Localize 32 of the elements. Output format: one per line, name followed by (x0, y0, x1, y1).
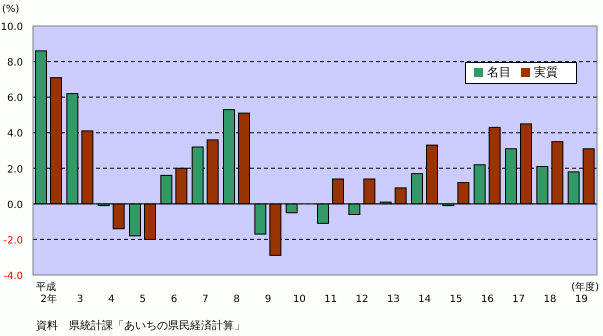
x-tick-label: 2年 (40, 293, 57, 306)
y-tick-label: 2.0 (7, 164, 23, 176)
text: 平成 (36, 280, 56, 294)
x-tick-label: 17 (512, 294, 526, 306)
x-tick-label: 5 (139, 294, 146, 306)
y-axis-title: (%) (2, 4, 20, 15)
x-tick-label: 16 (480, 294, 494, 306)
x-tick-label: 10 (292, 294, 306, 306)
y-tick-label: -4.0 (3, 271, 23, 282)
x-tick-label: 15 (450, 294, 462, 306)
y-tick-label: 6.0 (7, 93, 23, 104)
x-tick-label: 13 (386, 294, 400, 306)
x-tick-label: 3 (76, 294, 84, 306)
y-tick-label: 8.0 (7, 58, 23, 69)
legend-label: 名目 (487, 65, 511, 79)
y-tick-label: 4.0 (7, 128, 23, 140)
x-tick-label: 8 (233, 294, 240, 306)
x-tick-label: 12 (356, 294, 368, 306)
x-tick-label: 4 (108, 294, 115, 306)
y-tick-label: 10.0 (0, 22, 23, 33)
x-tick-label: 9 (264, 294, 272, 306)
x-tick-label: 19 (574, 294, 588, 306)
legend-label: 実質 (534, 65, 558, 79)
x-tick-label: 11 (324, 294, 338, 306)
x-tick-label: 14 (418, 294, 432, 306)
x-tick-label: 18 (544, 294, 556, 306)
text: 資料 県統計課「あいちの県民経済計算」 (36, 318, 245, 333)
x-tick-label: 6 (170, 294, 178, 306)
text: (年度) (571, 280, 599, 294)
y-tick-label: -2.0 (3, 235, 23, 246)
y-tick-label: 0.0 (7, 200, 23, 211)
x-tick-label: 7 (202, 294, 209, 306)
